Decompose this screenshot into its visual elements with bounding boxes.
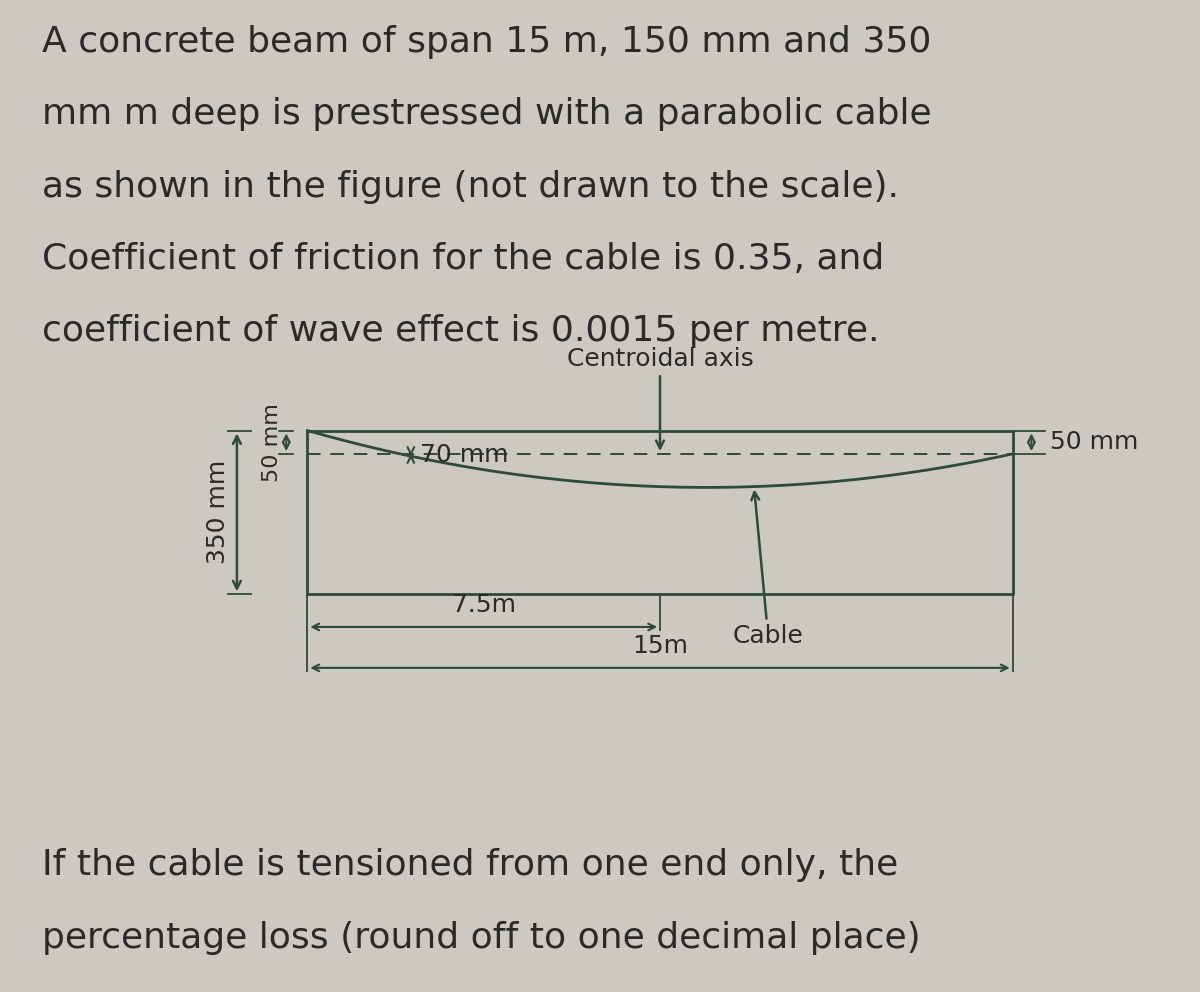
Text: Cable: Cable [733,492,804,648]
Text: percentage loss (round off to one decimal place): percentage loss (round off to one decima… [42,921,920,954]
Text: 7.5m: 7.5m [451,593,516,617]
Text: Centroidal axis: Centroidal axis [566,346,754,448]
Text: 70 mm: 70 mm [420,443,509,467]
Text: 50 mm: 50 mm [1050,431,1139,454]
Text: If the cable is tensioned from one end only, the: If the cable is tensioned from one end o… [42,848,899,882]
Text: A concrete beam of span 15 m, 150 mm and 350: A concrete beam of span 15 m, 150 mm and… [42,25,931,59]
Text: Coefficient of friction for the cable is 0.35, and: Coefficient of friction for the cable is… [42,242,884,276]
Text: as shown in the figure (not drawn to the scale).: as shown in the figure (not drawn to the… [42,170,899,203]
Text: 350 mm: 350 mm [206,460,230,564]
Text: mm m deep is prestressed with a parabolic cable: mm m deep is prestressed with a paraboli… [42,97,931,131]
Text: coefficient of wave effect is 0.0015 per metre.: coefficient of wave effect is 0.0015 per… [42,314,880,348]
Text: 50 mm: 50 mm [262,403,282,482]
Text: 15m: 15m [632,634,688,658]
